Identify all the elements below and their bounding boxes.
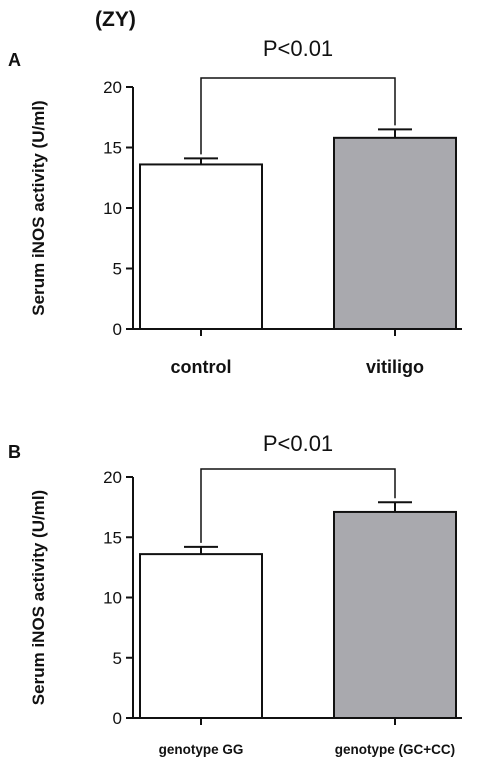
- y-axis-label: Serum iNOS activity (U/ml): [29, 100, 48, 315]
- y-tick-label: 10: [103, 589, 122, 608]
- x-tick-label: genotype GG: [159, 742, 244, 757]
- y-tick-label: 0: [113, 320, 122, 339]
- bar: [333, 510, 457, 719]
- y-tick-label: 15: [103, 139, 122, 158]
- panel-label: B: [8, 442, 21, 462]
- panel-b: B Serum iNOS activity (U/ml) 0 5 10 15 20 genot…: [8, 431, 462, 757]
- significance-bracket: [200, 77, 396, 155]
- y-tick-label: 20: [103, 78, 122, 97]
- significance-label: P<0.01: [263, 36, 333, 61]
- x-tick-label: control: [171, 357, 232, 377]
- y-tick-label: 5: [113, 260, 122, 279]
- significance-bracket: [200, 468, 396, 543]
- bar: [333, 136, 457, 330]
- y-tick-label: 10: [103, 199, 122, 218]
- y-axis-label: Serum iNOS activity (U/ml): [29, 490, 48, 705]
- panel-a: A Serum iNOS activity (U/ml) 0 5 10 15 20 contr…: [8, 36, 462, 377]
- figure-title: (ZY): [95, 8, 136, 31]
- y-tick-label: 15: [103, 528, 122, 547]
- y-tick-label: 0: [113, 709, 122, 728]
- bar: [139, 163, 263, 330]
- significance-label: P<0.01: [263, 431, 333, 456]
- bar: [139, 553, 263, 719]
- y-tick-label: 20: [103, 468, 122, 487]
- panel-label: A: [8, 50, 21, 70]
- x-tick-label: vitiligo: [366, 357, 424, 377]
- x-tick-label: genotype (GC+CC): [335, 742, 455, 757]
- y-tick-label: 5: [113, 649, 122, 668]
